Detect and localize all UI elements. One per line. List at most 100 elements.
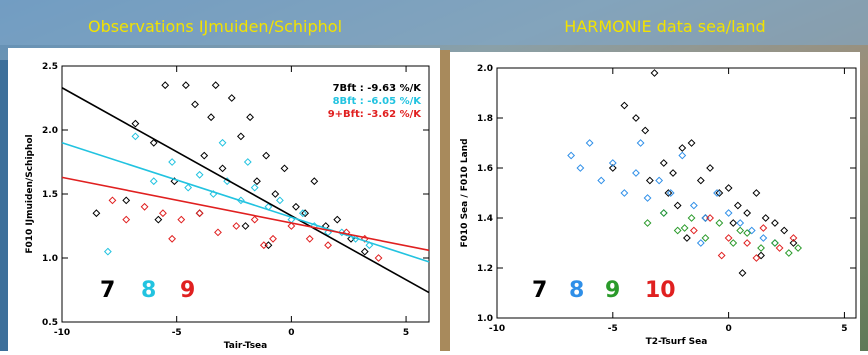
point — [195, 170, 204, 179]
point — [789, 234, 798, 242]
y-tick-label: 1.8 — [477, 114, 493, 124]
point — [92, 209, 101, 218]
point — [687, 139, 696, 147]
point — [250, 183, 259, 192]
point — [365, 241, 374, 250]
point — [643, 194, 652, 202]
point — [103, 247, 112, 256]
point — [149, 177, 158, 186]
trend-label: 8Bft : -6.05 %/K — [333, 96, 423, 107]
point — [275, 196, 284, 205]
x-tick-label: -10 — [54, 328, 70, 338]
point — [724, 234, 733, 242]
y-axis-label: F010 Sea / F010 Land — [460, 138, 470, 247]
point — [752, 189, 761, 197]
point — [620, 101, 629, 110]
point — [771, 239, 779, 247]
point — [218, 138, 227, 147]
point — [310, 177, 319, 186]
point — [597, 176, 606, 185]
point — [122, 196, 131, 205]
point — [715, 219, 724, 227]
point — [759, 234, 768, 242]
trend-line — [61, 142, 430, 263]
y-tick-label: 2.0 — [42, 126, 58, 136]
point — [706, 214, 714, 222]
point — [246, 113, 254, 122]
x-tick-label: 5 — [841, 324, 847, 334]
point — [729, 219, 738, 227]
point — [771, 219, 779, 227]
x-tick-label: -10 — [489, 324, 505, 334]
point — [181, 81, 190, 90]
point — [666, 189, 675, 197]
point — [645, 176, 654, 185]
point — [689, 226, 698, 235]
y-tick-label: 2.5 — [42, 62, 58, 72]
point — [200, 151, 209, 160]
point — [191, 100, 199, 109]
point — [757, 251, 765, 260]
point — [287, 222, 296, 230]
point — [643, 219, 652, 227]
y-tick-label: 1.0 — [477, 314, 493, 324]
point — [678, 144, 687, 152]
point — [227, 94, 236, 102]
point — [154, 215, 163, 224]
point — [759, 224, 768, 232]
point — [747, 226, 756, 235]
point — [664, 189, 673, 197]
point — [237, 132, 245, 141]
point — [706, 164, 714, 172]
legend-label: 9 — [180, 278, 195, 303]
point — [131, 119, 140, 128]
point — [159, 209, 167, 218]
x-tick-label: 5 — [403, 328, 409, 338]
point — [108, 196, 117, 205]
y-axis-label: F010 IJmuiden/Schiphol — [25, 134, 35, 253]
trend-line — [61, 176, 430, 252]
point — [724, 184, 733, 192]
point — [673, 201, 682, 210]
point — [360, 247, 369, 256]
trend-line — [61, 87, 430, 294]
chart-title: Observations IJmuiden/Schiphol — [88, 17, 342, 36]
point — [195, 209, 204, 218]
point — [680, 224, 689, 232]
point — [122, 215, 131, 224]
point — [280, 164, 289, 173]
y-tick-label: 1.6 — [477, 164, 493, 174]
point — [298, 209, 307, 218]
point — [269, 234, 277, 243]
point — [757, 244, 765, 252]
point — [632, 169, 640, 177]
legend-label: 8 — [569, 278, 584, 303]
point — [259, 241, 268, 250]
point — [729, 239, 738, 247]
point — [632, 114, 640, 122]
point — [775, 244, 784, 252]
point — [738, 269, 747, 277]
point — [223, 177, 232, 186]
point — [301, 209, 310, 218]
point — [659, 209, 668, 217]
point — [184, 183, 193, 192]
point — [149, 138, 158, 147]
point — [683, 234, 691, 242]
point — [168, 234, 177, 243]
legend-label: 9 — [605, 278, 620, 303]
point — [305, 234, 314, 243]
trend-label: 9+Bft: -3.62 %/K — [328, 109, 423, 120]
y-tick-label: 1.2 — [477, 264, 493, 274]
point — [253, 177, 261, 186]
point — [271, 190, 280, 198]
point — [713, 189, 721, 197]
right-panel — [450, 52, 860, 351]
point — [177, 215, 186, 224]
point — [736, 226, 745, 235]
point — [207, 113, 216, 122]
point — [161, 81, 170, 90]
point — [374, 254, 383, 262]
point — [333, 215, 342, 224]
point — [659, 159, 668, 167]
